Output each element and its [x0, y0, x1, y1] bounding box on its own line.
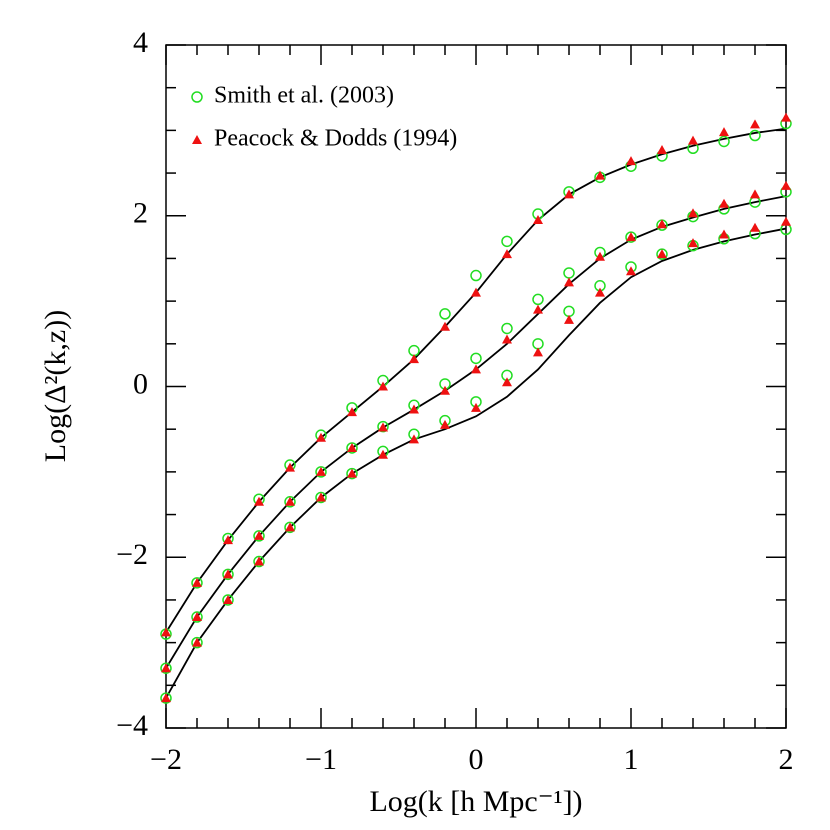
y-tick-label: −2: [116, 538, 148, 571]
point: [595, 251, 605, 261]
point: [192, 612, 202, 622]
x-tick-label: 2: [779, 743, 794, 776]
point: [347, 442, 357, 452]
point: [719, 127, 729, 137]
point: [347, 407, 357, 417]
point: [657, 145, 667, 155]
x-axis-label: Log(k [h Mpc⁻¹]): [369, 785, 582, 818]
point: [750, 119, 760, 129]
point: [254, 496, 264, 506]
point: [749, 129, 761, 142]
point: [161, 627, 171, 637]
point: [595, 170, 605, 180]
point: [781, 112, 791, 122]
point: [285, 496, 295, 506]
point: [533, 304, 543, 314]
point: [192, 577, 202, 587]
point: [626, 266, 636, 276]
point: [533, 215, 543, 225]
point: [501, 235, 513, 248]
point: [502, 249, 512, 259]
legend-marker: [192, 135, 202, 144]
legend-marker: [191, 91, 203, 103]
y-tick-label: −4: [116, 709, 148, 742]
point: [378, 449, 388, 459]
point: [378, 422, 388, 432]
y-tick-label: 4: [133, 26, 148, 59]
y-tick-label: 0: [133, 367, 148, 400]
point: [409, 404, 419, 414]
point: [502, 334, 512, 344]
point: [564, 189, 574, 199]
point: [563, 305, 575, 318]
point: [626, 156, 636, 166]
x-tick-label: −1: [305, 743, 337, 776]
point: [688, 135, 698, 145]
point: [781, 180, 791, 190]
point: [223, 535, 233, 545]
point: [223, 569, 233, 579]
x-tick-label: −2: [150, 743, 182, 776]
point: [471, 364, 481, 374]
point: [719, 229, 729, 239]
point: [688, 208, 698, 218]
point: [501, 322, 513, 335]
point: [192, 637, 202, 647]
point: [470, 352, 482, 365]
point: [440, 321, 450, 331]
point: [657, 219, 667, 229]
point: [254, 556, 264, 566]
point: [347, 468, 357, 478]
point: [439, 308, 451, 320]
point: [408, 344, 420, 357]
point: [719, 198, 729, 208]
point: [470, 269, 482, 282]
point: [285, 462, 295, 472]
point: [750, 189, 760, 199]
point: [687, 142, 699, 155]
legend-label: Peacock & Dodds (1994): [214, 126, 457, 152]
point: [532, 338, 544, 350]
x-tick-label: 0: [469, 743, 484, 776]
y-tick-label: 2: [133, 197, 148, 230]
point: [595, 287, 605, 297]
curve: [165, 227, 787, 699]
point: [657, 249, 667, 259]
point: [750, 222, 760, 232]
point: [564, 277, 574, 287]
point: [471, 402, 481, 412]
legend-label: Smith et al. (2003): [214, 83, 394, 109]
point: [161, 693, 171, 703]
point: [316, 492, 326, 502]
point: [378, 381, 388, 391]
point: [254, 530, 264, 540]
point: [409, 434, 419, 444]
point: [223, 594, 233, 604]
point: [316, 432, 326, 442]
point: [688, 238, 698, 248]
curve: [165, 195, 787, 669]
x-tick-label: 1: [624, 743, 639, 776]
point: [377, 420, 389, 433]
point: [471, 287, 481, 297]
point: [440, 419, 450, 429]
point: [440, 385, 450, 395]
point: [533, 347, 543, 357]
y-axis-label: Log(Δ²(k,z)): [39, 310, 72, 462]
point: [161, 663, 171, 673]
point: [626, 232, 636, 242]
point: [781, 216, 791, 226]
point: [502, 377, 512, 387]
point: [409, 354, 419, 364]
point: [718, 135, 730, 148]
point: [563, 267, 575, 279]
point: [564, 314, 574, 324]
point: [316, 466, 326, 476]
point: [285, 522, 295, 532]
point: [532, 293, 544, 306]
